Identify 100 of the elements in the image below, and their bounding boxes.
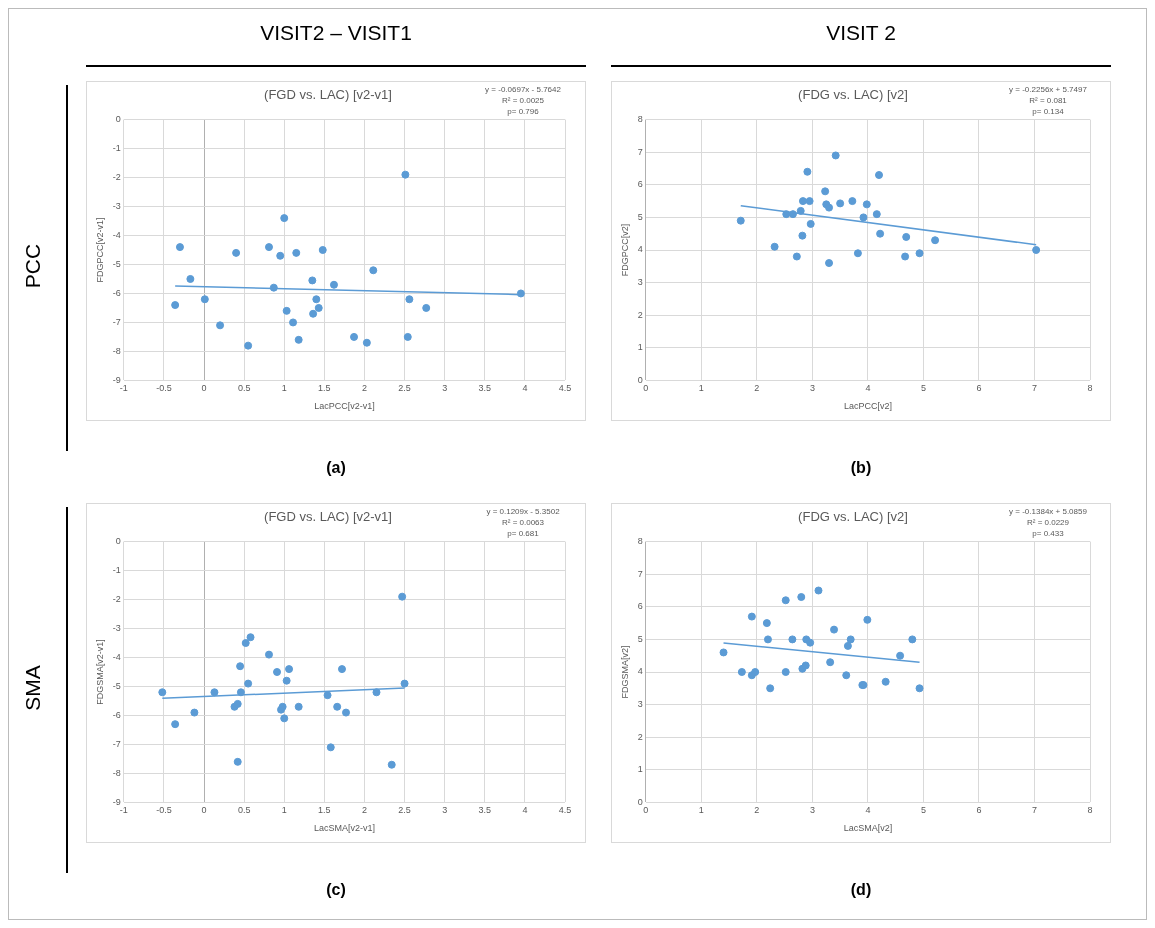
x-tick-label: 0.5 <box>237 383 251 394</box>
x-tick-label: 0.5 <box>237 805 251 816</box>
y-tick-label: 8 <box>637 114 643 125</box>
text: R² = 0.0025 <box>501 96 545 106</box>
x-tick-label: 2.5 <box>398 805 411 816</box>
x-tick-label: 0 <box>201 383 207 394</box>
text: y = -0.2256x + 5.7497 <box>1009 85 1088 95</box>
x-tick-label: 8 <box>1087 805 1093 816</box>
x-tick-label: 4.5 <box>558 383 572 394</box>
y-tick-label: -6 <box>112 287 121 298</box>
y-tick-label: 8 <box>637 536 643 547</box>
x-tick-label: 1.5 <box>318 805 331 816</box>
x-tick-label: 3.5 <box>478 383 492 394</box>
y-tick-label: 7 <box>637 146 643 157</box>
x-tick-label: 2.5 <box>398 383 411 394</box>
x-tick-label: 3 <box>809 805 815 816</box>
x-tick-label: -0.5 <box>156 805 172 816</box>
text: y = 0.1209x - 5.3502 <box>486 507 561 517</box>
y-tick-label: 6 <box>637 179 643 190</box>
x-tick-label: 6 <box>976 383 982 394</box>
y-axis-title: FDGSMA[v2-v1] <box>94 639 105 705</box>
x-tick-label: 0 <box>201 805 207 816</box>
chart-title: (FDG vs. LAC) [v2] <box>798 509 908 525</box>
x-tick-label: 2 <box>754 805 760 816</box>
text: R² = 0.081 <box>1029 96 1068 106</box>
chart-title: (FGD vs. LAC) [v2-v1] <box>264 509 392 525</box>
y-axis-title: FDGPCC[v2-v1] <box>94 217 105 283</box>
y-tick-label: -9 <box>112 374 121 385</box>
y-tick-label: 2 <box>637 731 643 742</box>
text: (d) <box>849 881 873 899</box>
x-tick-label: 1 <box>698 805 704 816</box>
y-tick-label: 0 <box>637 796 643 807</box>
y-tick-label: 4 <box>637 666 643 677</box>
y-tick-label: -3 <box>112 623 121 634</box>
x-tick-label: 3 <box>442 805 448 816</box>
y-tick-label: -5 <box>112 258 121 269</box>
x-tick-label: 7 <box>1031 805 1037 816</box>
y-tick-label: -9 <box>112 796 121 807</box>
x-tick-label: 2 <box>754 383 760 394</box>
x-tick-label: 1 <box>281 383 287 394</box>
y-tick-label: -5 <box>112 680 121 691</box>
y-tick-label: -4 <box>112 230 121 240</box>
x-tick-label: 8 <box>1087 383 1093 394</box>
x-axis-title: LacPCC[v2-v1] <box>314 401 375 412</box>
x-tick-label: 4 <box>865 383 871 394</box>
y-tick-label: 2 <box>637 309 643 320</box>
x-tick-label: 2 <box>361 805 367 816</box>
y-axis-title: FDGPCC[v2] <box>619 223 630 277</box>
y-tick-label: -8 <box>112 767 121 778</box>
y-tick-label: 7 <box>637 568 643 579</box>
x-tick-label: 4 <box>865 805 871 816</box>
x-tick-label: 2 <box>361 383 367 394</box>
y-tick-label: 3 <box>637 699 643 710</box>
y-tick-label: -7 <box>112 738 121 749</box>
text: (b) <box>849 459 873 477</box>
x-tick-label: 5 <box>920 383 926 394</box>
x-tick-label: 4 <box>522 805 528 816</box>
x-tick-label: 3.5 <box>478 805 492 816</box>
y-tick-label: 0 <box>115 114 121 125</box>
y-tick-label: -4 <box>112 652 121 662</box>
x-tick-label: 1 <box>281 805 287 816</box>
y-tick-label: 0 <box>115 536 121 547</box>
x-tick-label: 4 <box>522 383 528 394</box>
y-tick-label: 5 <box>637 211 643 222</box>
y-tick-label: -6 <box>112 709 121 720</box>
y-tick-label: 3 <box>637 277 643 288</box>
y-tick-label: -1 <box>112 143 121 154</box>
x-tick-label: 3 <box>809 383 815 394</box>
text: R² = 0.0063 <box>501 518 545 528</box>
x-tick-label: 7 <box>1031 383 1037 394</box>
y-tick-label: -8 <box>112 345 121 356</box>
y-tick-label: 0 <box>637 374 643 385</box>
x-axis-title: LacSMA[v2] <box>843 823 893 834</box>
text: p= 0.796 <box>507 107 540 117</box>
y-tick-label: -7 <box>112 316 121 327</box>
y-tick-label: 1 <box>637 764 643 775</box>
text: SMA <box>21 664 45 713</box>
x-tick-label: 6 <box>976 805 982 816</box>
text: y = -0.1384x + 5.0859 <box>1009 507 1088 517</box>
x-tick-label: -0.5 <box>156 383 172 394</box>
y-tick-label: -2 <box>112 172 121 183</box>
text: p= 0.433 <box>1032 529 1065 539</box>
x-tick-label: 1.5 <box>318 383 331 394</box>
chart-title: (FDG vs. LAC) [v2] <box>798 87 908 103</box>
text: p= 0.134 <box>1032 107 1065 117</box>
text: PCC <box>21 242 45 291</box>
y-tick-label: 1 <box>637 342 643 353</box>
x-tick-label: 5 <box>920 805 926 816</box>
y-tick-label: 4 <box>637 244 643 255</box>
y-tick-label: 6 <box>637 601 643 612</box>
text: R² = 0.0229 <box>1026 518 1070 528</box>
text: VISIT 2 <box>825 21 897 45</box>
x-tick-label: 4.5 <box>558 805 572 816</box>
y-tick-label: -3 <box>112 201 121 212</box>
y-tick-label: -1 <box>112 565 121 576</box>
text: y = -0.0697x - 5.7642 <box>485 85 562 95</box>
y-tick-label: 5 <box>637 633 643 644</box>
text: (c) <box>325 881 347 899</box>
text: (a) <box>325 459 347 477</box>
text: p= 0.681 <box>507 529 540 539</box>
